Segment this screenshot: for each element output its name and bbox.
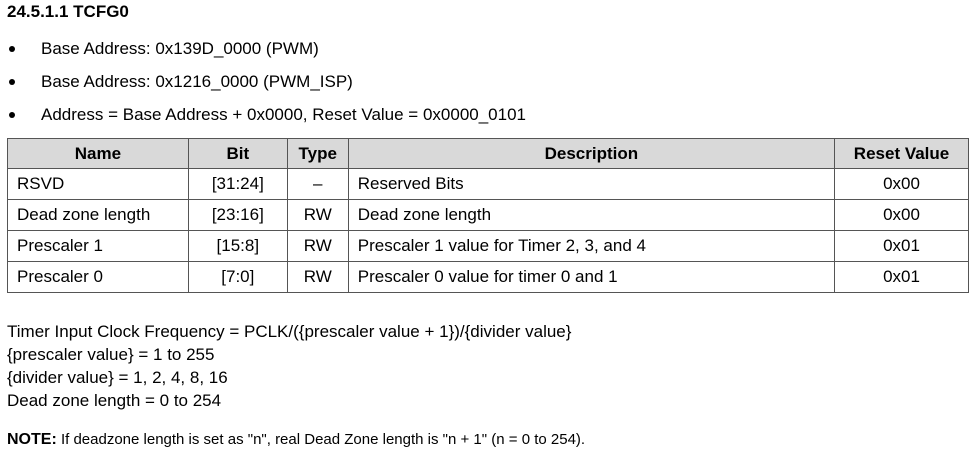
bullet-text: Address = Base Address + 0x0000, Reset V… (41, 105, 526, 124)
cell-type: RW (286, 199, 349, 231)
cell-bit: [23:16] (187, 199, 288, 231)
note-text: If deadzone length is set as "n", real D… (56, 431, 586, 448)
cell-bit: [31:24] (187, 168, 288, 200)
bullet-dot-icon (9, 46, 15, 52)
table-row: Prescaler 1 [15:8] RW Prescaler 1 value … (7, 230, 969, 262)
cell-description: Prescaler 0 value for timer 0 and 1 (347, 261, 836, 293)
cell-type: – (286, 168, 349, 200)
cell-description: Dead zone length (347, 199, 836, 231)
bullet-item: Address = Base Address + 0x0000, Reset V… (0, 103, 526, 136)
formula-line: Timer Input Clock Frequency = PCLK/({pre… (7, 322, 572, 341)
bullet-list: Base Address: 0x139D_0000 (PWM) Base Add… (0, 37, 526, 136)
cell-description: Reserved Bits (347, 168, 836, 200)
cell-name: Prescaler 0 (7, 261, 189, 293)
formula-line: {divider value} = 1, 2, 4, 8, 16 (7, 368, 228, 387)
cell-type: RW (286, 261, 349, 293)
header-description: Description (347, 138, 836, 169)
cell-reset-value: 0x01 (834, 230, 969, 262)
bullet-dot-icon (9, 112, 15, 118)
note: NOTE: If deadzone length is set as "n", … (7, 431, 585, 449)
cell-reset-value: 0x00 (834, 199, 969, 231)
formula-block: Timer Input Clock Frequency = PCLK/({pre… (7, 320, 571, 412)
header-reset-value: Reset Value (834, 138, 969, 169)
note-label: NOTE: (7, 431, 57, 448)
header-type: Type (286, 138, 349, 169)
formula-line: Dead zone length = 0 to 254 (7, 391, 222, 410)
cell-bit: [7:0] (187, 261, 288, 293)
register-table: Name Bit Type Description Reset Value RS… (7, 138, 969, 293)
cell-name: Prescaler 1 (7, 230, 189, 262)
header-name: Name (7, 138, 189, 169)
bullet-item: Base Address: 0x139D_0000 (PWM) (0, 37, 526, 70)
cell-bit: [15:8] (187, 230, 288, 262)
table-row: Dead zone length [23:16] RW Dead zone le… (7, 199, 969, 231)
table-row: Prescaler 0 [7:0] RW Prescaler 0 value f… (7, 261, 969, 293)
table-header-row: Name Bit Type Description Reset Value (7, 138, 969, 169)
cell-name: Dead zone length (7, 199, 189, 231)
formula-line: {prescaler value} = 1 to 255 (7, 345, 215, 364)
cell-reset-value: 0x00 (834, 168, 969, 200)
cell-name: RSVD (7, 168, 189, 200)
header-bit: Bit (187, 138, 288, 169)
bullet-text: Base Address: 0x1216_0000 (PWM_ISP) (41, 72, 353, 91)
bullet-dot-icon (9, 79, 15, 85)
table-row: RSVD [31:24] – Reserved Bits 0x00 (7, 168, 969, 200)
bullet-item: Base Address: 0x1216_0000 (PWM_ISP) (0, 70, 526, 103)
cell-type: RW (286, 230, 349, 262)
cell-description: Prescaler 1 value for Timer 2, 3, and 4 (347, 230, 836, 262)
bullet-text: Base Address: 0x139D_0000 (PWM) (41, 39, 319, 58)
cell-reset-value: 0x01 (834, 261, 969, 293)
section-title: 24.5.1.1 TCFG0 (7, 2, 129, 21)
